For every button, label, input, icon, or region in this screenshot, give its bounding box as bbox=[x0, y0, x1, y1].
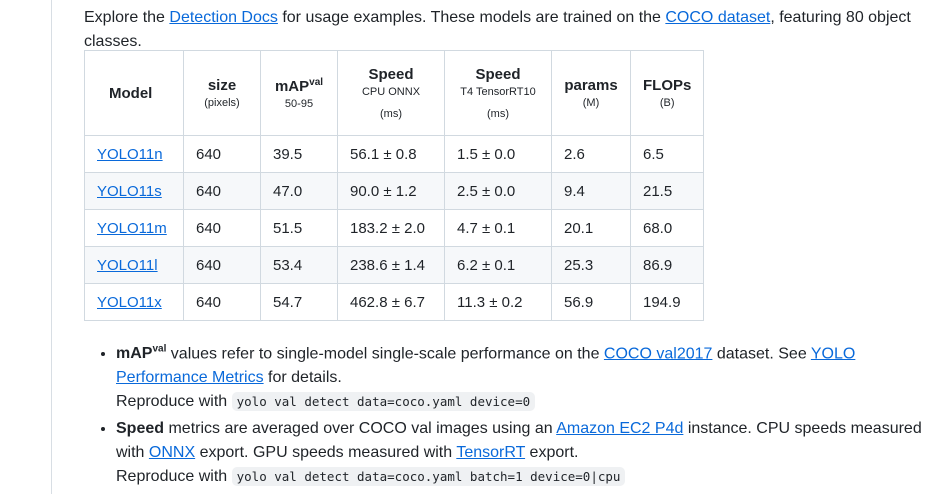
cell-speed-cpu: 462.8 ± 6.7 bbox=[337, 283, 445, 321]
cell-speed-gpu: 1.5 ± 0.0 bbox=[444, 135, 552, 173]
cell-map: 39.5 bbox=[260, 135, 338, 173]
reproduce-command: yolo val detect data=coco.yaml device=0 bbox=[231, 392, 536, 412]
header-flops: FLOPs (B) bbox=[629, 50, 705, 136]
cell-speed-gpu: 4.7 ± 0.1 bbox=[444, 209, 552, 247]
header-size: size (pixels) bbox=[183, 50, 261, 136]
model-link[interactable]: YOLO11l bbox=[97, 256, 158, 274]
cell-speed-cpu: 56.1 ± 0.8 bbox=[337, 135, 445, 173]
header-map: mAPval 50-95 bbox=[260, 50, 338, 136]
cell-params: 56.9 bbox=[551, 283, 631, 321]
intro-text: for usage examples. These models are tra… bbox=[277, 9, 666, 26]
cell-size: 640 bbox=[183, 209, 261, 247]
table-header-row: Model size (pixels) mAPval 50-95 Speed C… bbox=[84, 50, 705, 136]
cell-map: 54.7 bbox=[260, 283, 338, 321]
cell-size: 640 bbox=[183, 283, 261, 321]
cell-map: 53.4 bbox=[260, 246, 338, 284]
list-item: mAPval values refer to single-model sing… bbox=[116, 338, 926, 414]
cell-size: 640 bbox=[183, 172, 261, 210]
cell-speed-cpu: 183.2 ± 2.0 bbox=[337, 209, 445, 247]
cell-params: 2.6 bbox=[551, 135, 631, 173]
table-row: YOLO11s 640 47.0 90.0 ± 1.2 2.5 ± 0.0 9.… bbox=[84, 172, 705, 210]
cell-speed-gpu: 11.3 ± 0.2 bbox=[444, 283, 552, 321]
note-text: export. GPU speeds measured with bbox=[195, 444, 457, 462]
cell-params: 20.1 bbox=[551, 209, 631, 247]
model-link[interactable]: YOLO11m bbox=[97, 219, 167, 237]
table-row: YOLO11x 640 54.7 462.8 ± 6.7 11.3 ± 0.2 … bbox=[84, 283, 705, 321]
cell-map: 51.5 bbox=[260, 209, 338, 247]
header-speed-gpu: Speed T4 TensorRT10 (ms) bbox=[444, 50, 552, 136]
cell-params: 9.4 bbox=[551, 172, 631, 210]
header-model: Model bbox=[84, 50, 184, 136]
model-link[interactable]: YOLO11x bbox=[97, 293, 162, 311]
intro-text: Explore the bbox=[84, 9, 170, 26]
intro-text: , featuring 80 object classes. bbox=[84, 9, 911, 50]
cell-speed-cpu: 238.6 ± 1.4 bbox=[337, 246, 445, 284]
header-speed-cpu: Speed CPU ONNX (ms) bbox=[337, 50, 445, 136]
cell-flops: 21.5 bbox=[629, 172, 705, 210]
performance-metrics-link[interactable]: YOLO Performance Metrics bbox=[116, 345, 856, 387]
intro-paragraph: Explore the Detection Docs for usage exa… bbox=[84, 6, 914, 54]
models-table: Model size (pixels) mAPval 50-95 Speed C… bbox=[84, 50, 705, 321]
cell-flops: 86.9 bbox=[629, 246, 705, 284]
notes-list: mAPval values refer to single-model sing… bbox=[84, 338, 926, 492]
list-item: Speed metrics are averaged over COCO val… bbox=[116, 417, 926, 489]
cell-speed-gpu: 6.2 ± 0.1 bbox=[444, 246, 552, 284]
table-row: YOLO11m 640 51.5 183.2 ± 2.0 4.7 ± 0.1 2… bbox=[84, 209, 705, 247]
cell-params: 25.3 bbox=[551, 246, 631, 284]
coco-dataset-link[interactable]: COCO dataset bbox=[665, 9, 771, 26]
note-text: values refer to single-model single-scal… bbox=[166, 345, 604, 363]
note-title: Speed bbox=[116, 420, 165, 438]
detection-docs-link[interactable]: Detection Docs bbox=[169, 9, 278, 26]
note-text: export. bbox=[525, 444, 579, 462]
cell-flops: 68.0 bbox=[629, 209, 705, 247]
tensorrt-link[interactable]: TensorRT bbox=[456, 444, 526, 462]
cell-flops: 6.5 bbox=[629, 135, 705, 173]
header-params: params (M) bbox=[551, 50, 631, 136]
note-text: metrics are averaged over COCO val image… bbox=[164, 420, 557, 438]
amazon-ec2-link[interactable]: Amazon EC2 P4d bbox=[556, 420, 684, 438]
left-border bbox=[51, 0, 52, 494]
reproduce-label: Reproduce with bbox=[116, 393, 232, 411]
cell-size: 640 bbox=[183, 246, 261, 284]
cell-flops: 194.9 bbox=[629, 283, 705, 321]
note-text: for details. bbox=[263, 369, 342, 387]
cell-speed-gpu: 2.5 ± 0.0 bbox=[444, 172, 552, 210]
table-row: YOLO11l 640 53.4 238.6 ± 1.4 6.2 ± 0.1 2… bbox=[84, 246, 705, 284]
coco-val2017-link[interactable]: COCO val2017 bbox=[603, 345, 713, 363]
cell-speed-cpu: 90.0 ± 1.2 bbox=[337, 172, 445, 210]
model-link[interactable]: YOLO11n bbox=[97, 145, 163, 163]
note-text: instance. CPU speeds measured with bbox=[116, 420, 922, 462]
reproduce-command: yolo val detect data=coco.yaml batch=1 d… bbox=[231, 467, 626, 487]
onnx-link[interactable]: ONNX bbox=[148, 444, 196, 462]
model-link[interactable]: YOLO11s bbox=[97, 182, 162, 200]
table-row: YOLO11n 640 39.5 56.1 ± 0.8 1.5 ± 0.0 2.… bbox=[84, 135, 705, 173]
note-title: mAPval bbox=[116, 344, 167, 363]
cell-size: 640 bbox=[183, 135, 261, 173]
note-text: dataset. See bbox=[712, 345, 811, 363]
cell-map: 47.0 bbox=[260, 172, 338, 210]
reproduce-label: Reproduce with bbox=[116, 468, 232, 486]
